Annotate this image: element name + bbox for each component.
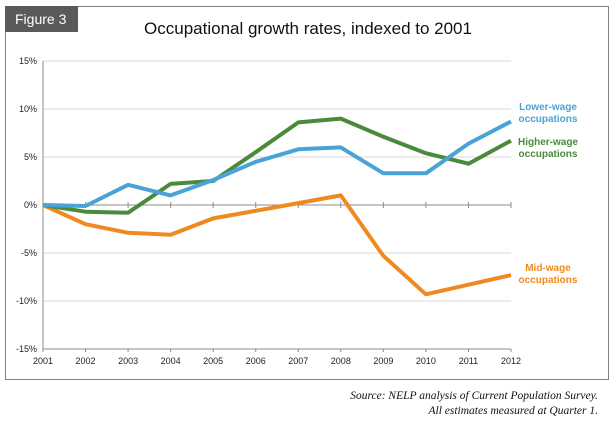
- x-tick-label: 2008: [331, 356, 351, 366]
- y-tick-label: 15%: [19, 56, 37, 66]
- series-label-0: occupations: [519, 114, 578, 125]
- source-line-2: All estimates measured at Quarter 1.: [428, 405, 598, 417]
- x-tick-label: 2004: [161, 356, 181, 366]
- x-tick-label: 2002: [76, 356, 96, 366]
- tick-labels: 15% 10% 5% 0% -5% -10% -15% 2001 2002 2003 2004 200…: [16, 56, 521, 366]
- x-tick-label: 2006: [246, 356, 266, 366]
- series-label-0: Lower-wage: [519, 102, 577, 113]
- source-note: Source: NELP analysis of Current Populat…: [350, 389, 598, 419]
- x-tick-label: 2010: [416, 356, 436, 366]
- y-tick-label: -5%: [21, 248, 37, 258]
- figure-frame: [5, 6, 609, 380]
- source-line-1: Source: NELP analysis of Current Populat…: [350, 390, 598, 402]
- y-tick-label: -15%: [16, 344, 37, 354]
- x-tick-label: 2011: [459, 356, 478, 366]
- x-tick-label: 2009: [373, 356, 393, 366]
- series-label-1: occupations: [519, 149, 578, 160]
- figure-label: Figure 3: [5, 6, 78, 32]
- series-lines: [42, 116, 512, 297]
- series-label-1: Higher-wage: [518, 137, 578, 148]
- x-tick-label: 2003: [118, 356, 138, 366]
- series-line-2: [42, 193, 512, 297]
- series-line-0: [42, 119, 512, 208]
- x-tick-label: 2005: [203, 356, 223, 366]
- y-tick-label: -10%: [16, 296, 37, 306]
- x-tick-label: 2012: [501, 356, 521, 366]
- series-label-2: occupations: [519, 275, 578, 286]
- x-tick-label: 2007: [288, 356, 308, 366]
- chart-title: Occupational growth rates, indexed to 20…: [144, 19, 472, 38]
- y-tick-label: 5%: [24, 152, 37, 162]
- x-tick-label: 2001: [33, 356, 53, 366]
- y-tick-label: 10%: [19, 104, 37, 114]
- series-line-1: [42, 116, 512, 215]
- series-label-2: Mid-wage: [525, 263, 571, 274]
- series-labels: Lower-wageoccupationsHigher-wageoccupati…: [518, 102, 578, 286]
- y-tick-label: 0%: [24, 200, 37, 210]
